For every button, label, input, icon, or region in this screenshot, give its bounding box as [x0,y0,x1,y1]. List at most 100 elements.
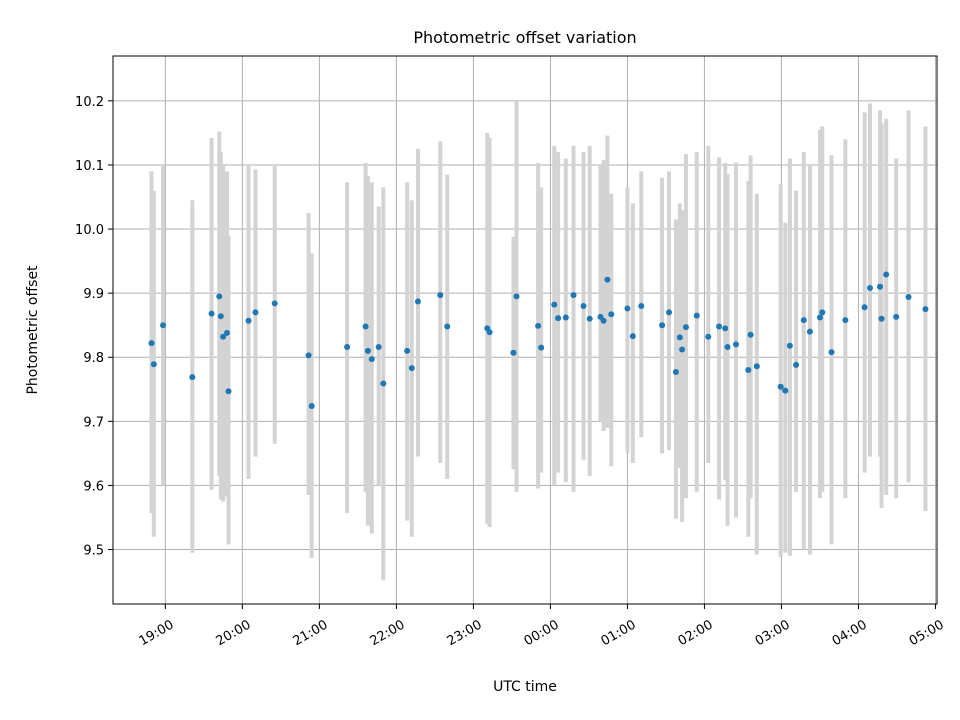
data-point [682,324,689,331]
data-point [753,363,760,370]
data-point [223,329,230,336]
data-point [666,309,673,316]
data-point [148,340,155,347]
data-point [659,322,666,329]
data-point [513,293,520,300]
data-point [586,315,593,322]
data-point [600,317,607,324]
data-point [510,349,517,356]
data-point [676,334,683,341]
data-point [819,309,826,316]
data-point [217,313,224,320]
data-point [816,314,823,321]
x-tick-label: 01:00 [599,617,639,649]
data-point [800,317,807,324]
data-point [271,300,278,307]
x-tick-label: 03:00 [753,617,793,649]
data-point [408,365,415,372]
data-point [570,292,577,299]
data-point [828,349,835,356]
y-tick-label: 10.2 [75,95,104,110]
data-point [777,383,784,390]
data-point [308,402,315,409]
data-point [724,343,731,350]
data-point [878,315,885,322]
data-point [225,388,232,395]
data-point [782,387,789,394]
data-point [305,352,312,359]
y-tick-label: 9.9 [83,287,104,302]
x-tick-label: 02:00 [676,617,716,649]
data-point [551,301,558,308]
y-axis-ticks: 9.5 9.6 9.7 9.8 9.9 10.0 10.1 10.2 [75,95,113,559]
x-tick-label: 22:00 [368,617,408,649]
x-axis-ticks: 19:00 20:00 21:00 22:00 23:00 00:00 01:00 02:00… [137,604,947,649]
data-point [672,368,679,375]
data-point [562,314,569,321]
data-point [535,322,542,329]
data-point [189,374,196,381]
data-point [252,309,259,316]
data-point [867,285,874,292]
data-point [705,333,712,340]
data-point [786,342,793,349]
data-point [160,322,167,329]
x-tick-label: 19:00 [137,617,177,649]
x-tick-label: 04:00 [830,617,870,649]
data-point [629,333,636,340]
y-tick-label: 9.7 [83,415,104,430]
data-point [538,344,545,351]
data-point [716,323,723,330]
data-point [380,380,387,387]
grid-lines [113,56,937,604]
data-point [486,329,493,336]
data-point [883,271,890,278]
data-point [414,298,421,305]
data-point [150,361,157,368]
error-bars [149,100,928,581]
data-point [905,293,912,300]
data-points [148,271,929,409]
data-point [733,341,740,348]
y-tick-label: 10.0 [75,223,104,238]
data-point [693,312,700,319]
data-point [375,343,382,350]
data-point [877,283,884,290]
x-tick-label: 21:00 [291,617,331,649]
plot-frame [112,55,938,605]
data-point [806,328,813,335]
y-axis-label: Photometric offset [25,265,41,395]
data-point [404,347,411,354]
data-point [679,346,686,353]
data-point [208,310,215,317]
data-point [362,323,369,330]
data-point [638,302,645,309]
data-point [437,292,444,299]
y-tick-label: 9.6 [83,479,104,494]
x-tick-label: 05:00 [907,617,947,649]
data-point [220,333,227,340]
x-tick-label: 20:00 [214,617,254,649]
data-point [444,323,451,330]
data-point [604,276,611,283]
data-point [344,343,351,350]
data-point [747,331,754,338]
data-point [722,325,729,332]
data-point [922,306,929,313]
data-point [842,317,849,324]
data-point [245,317,252,324]
data-point [745,367,752,374]
x-axis-label: UTC time [493,679,557,695]
data-point [861,304,868,311]
x-tick-label: 23:00 [445,617,485,649]
data-point [624,305,631,312]
data-point [364,347,371,354]
y-tick-label: 9.5 [83,544,104,559]
data-point [893,313,900,320]
data-point [580,302,587,309]
y-tick-label: 10.1 [75,159,104,174]
data-point [608,311,615,318]
data-point [368,356,375,363]
chart-title: Photometric offset variation [413,28,636,47]
